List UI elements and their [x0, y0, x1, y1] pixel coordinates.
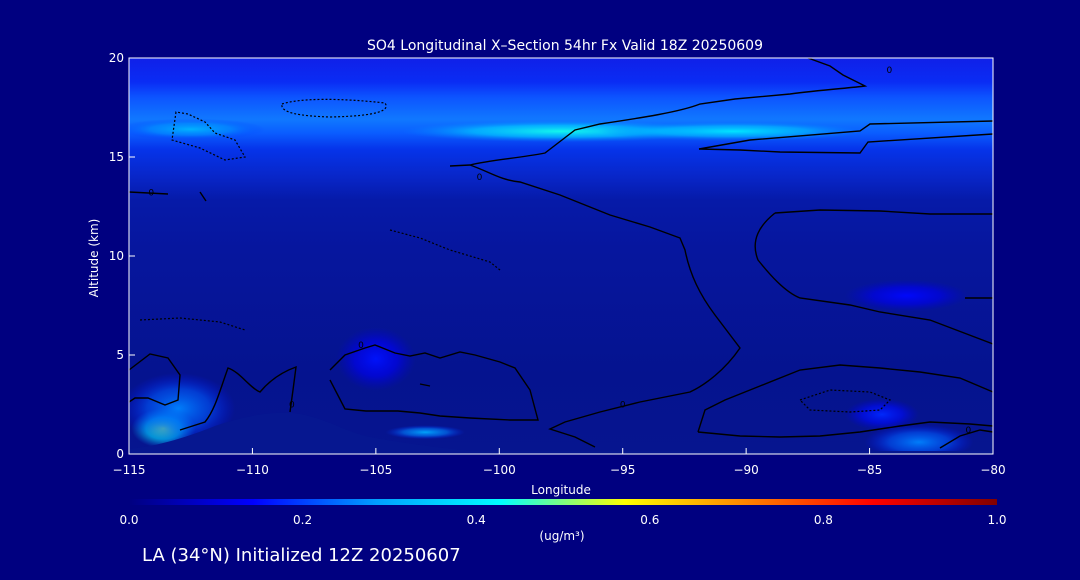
chart-subtitle: LA (34°N) Initialized 12Z 20250607 [142, 545, 461, 566]
colorbar-gradient [129, 499, 997, 505]
contour-label: 0 [477, 173, 483, 183]
x-axis: −115 −110 −105 −100 −95 −90 −85 −80 [113, 448, 1006, 477]
contour-line [129, 353, 181, 406]
x-tick-label: −85 [857, 463, 882, 477]
contour-line [939, 429, 993, 449]
y-tick-label: 10 [109, 249, 124, 263]
concentration-blob [844, 279, 969, 312]
colorbar-unit-label: (ug/m³) [539, 529, 584, 543]
x-tick-label: −100 [483, 463, 516, 477]
x-axis-label: Longitude [531, 483, 591, 497]
contour-lines-dotted [139, 98, 892, 413]
contour-label: 0 [358, 341, 364, 351]
contour-line [449, 58, 868, 167]
concentration-field [129, 118, 974, 454]
contour-line [179, 365, 297, 431]
contour-line [469, 164, 741, 448]
contour-line [754, 212, 993, 345]
concentration-blob [385, 425, 465, 440]
contour-line [697, 421, 993, 438]
contour-line [419, 383, 431, 387]
colorbar-tick-label: 0.6 [640, 513, 659, 527]
contour-line-dotted [139, 317, 246, 331]
contour-lines [129, 58, 993, 449]
concentration-blob [129, 372, 236, 445]
x-tick-label: −90 [733, 463, 758, 477]
concentration-blob [844, 398, 919, 431]
y-axis-label: Altitude (km) [87, 219, 101, 298]
contour-label: 0 [289, 401, 295, 411]
y-tick-label: 5 [116, 348, 124, 362]
chart-title: SO4 Longitudinal X–Section 54hr Fx Valid… [367, 38, 763, 54]
x-tick-label: −105 [359, 463, 392, 477]
contour-line-dotted [389, 229, 501, 271]
contour-line [698, 120, 993, 150]
colorbar-tick-label: 0.2 [293, 513, 312, 527]
y-tick-label: 15 [109, 150, 124, 164]
contour-label: 0 [965, 426, 971, 436]
colorbar-ticks: 0.0 0.2 0.4 0.6 0.8 1.0 [119, 513, 1006, 527]
y-axis: 0 5 10 15 20 [109, 51, 135, 461]
contour-line [774, 209, 993, 215]
colorbar-tick-label: 1.0 [987, 513, 1006, 527]
colorbar-tick-label: 0.8 [814, 513, 833, 527]
x-tick-label: −110 [236, 463, 269, 477]
colorbar: 0.0 0.2 0.4 0.6 0.8 1.0 (ug/m³) [119, 499, 1007, 543]
contour-labels: 0 0 0 0 0 0 0 [148, 66, 971, 436]
concentration-blob [864, 424, 974, 454]
colorbar-tick-label: 0.0 [119, 513, 138, 527]
contour-label: 0 [620, 401, 626, 411]
contour-label: 0 [148, 189, 154, 199]
terrain [129, 412, 993, 454]
contour-line-dotted [798, 389, 892, 413]
x-tick-label: −95 [610, 463, 635, 477]
concentration-blob [336, 327, 416, 391]
y-tick-label: 20 [109, 51, 124, 65]
y-tick-label: 0 [116, 447, 124, 461]
plot-background [129, 58, 993, 454]
contour-label: 0 [886, 66, 892, 76]
concentration-blob [598, 121, 870, 142]
plot-area: 0 0 0 0 0 0 0 [128, 57, 994, 455]
contour-line [697, 364, 993, 433]
contour-line [698, 133, 993, 154]
x-tick-label: −115 [113, 463, 146, 477]
contour-line [329, 344, 539, 421]
x-tick-label: −80 [980, 463, 1005, 477]
concentration-blob [129, 118, 265, 141]
contour-line-dotted [281, 98, 387, 118]
colorbar-tick-label: 0.4 [467, 513, 486, 527]
contour-line [129, 191, 207, 202]
